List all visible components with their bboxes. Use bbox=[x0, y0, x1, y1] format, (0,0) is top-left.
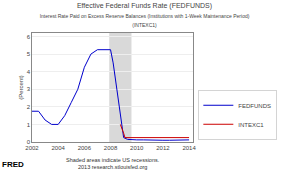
svg-text:2012: 2012 bbox=[156, 145, 170, 151]
svg-text:0: 0 bbox=[27, 139, 31, 145]
svg-text:2002: 2002 bbox=[25, 145, 39, 151]
svg-text:1: 1 bbox=[27, 122, 31, 128]
svg-text:2008: 2008 bbox=[104, 145, 118, 151]
svg-text:FEDFUNDS: FEDFUNDS bbox=[238, 103, 271, 109]
svg-text:6: 6 bbox=[27, 34, 31, 40]
svg-text:2014: 2014 bbox=[182, 145, 196, 151]
svg-text:4: 4 bbox=[27, 69, 31, 75]
svg-text:2006: 2006 bbox=[78, 145, 92, 151]
svg-text:Shaded areas indicate US reces: Shaded areas indicate US recessions. bbox=[66, 157, 160, 163]
svg-text:(Percent): (Percent) bbox=[18, 75, 24, 100]
svg-text:Effective Federal Funds Rate (: Effective Federal Funds Rate (FEDFUNDS)I… bbox=[40, 2, 250, 27]
svg-text:FRED: FRED bbox=[2, 160, 24, 169]
svg-text:2004: 2004 bbox=[52, 145, 66, 151]
svg-text:5: 5 bbox=[27, 51, 31, 57]
svg-text:3: 3 bbox=[27, 86, 31, 92]
svg-text:2013 research.stlouisfed.org: 2013 research.stlouisfed.org bbox=[78, 164, 147, 170]
svg-text:2010: 2010 bbox=[130, 145, 144, 151]
svg-text:INTEXC1: INTEXC1 bbox=[238, 122, 264, 128]
svg-text:2: 2 bbox=[27, 104, 31, 110]
